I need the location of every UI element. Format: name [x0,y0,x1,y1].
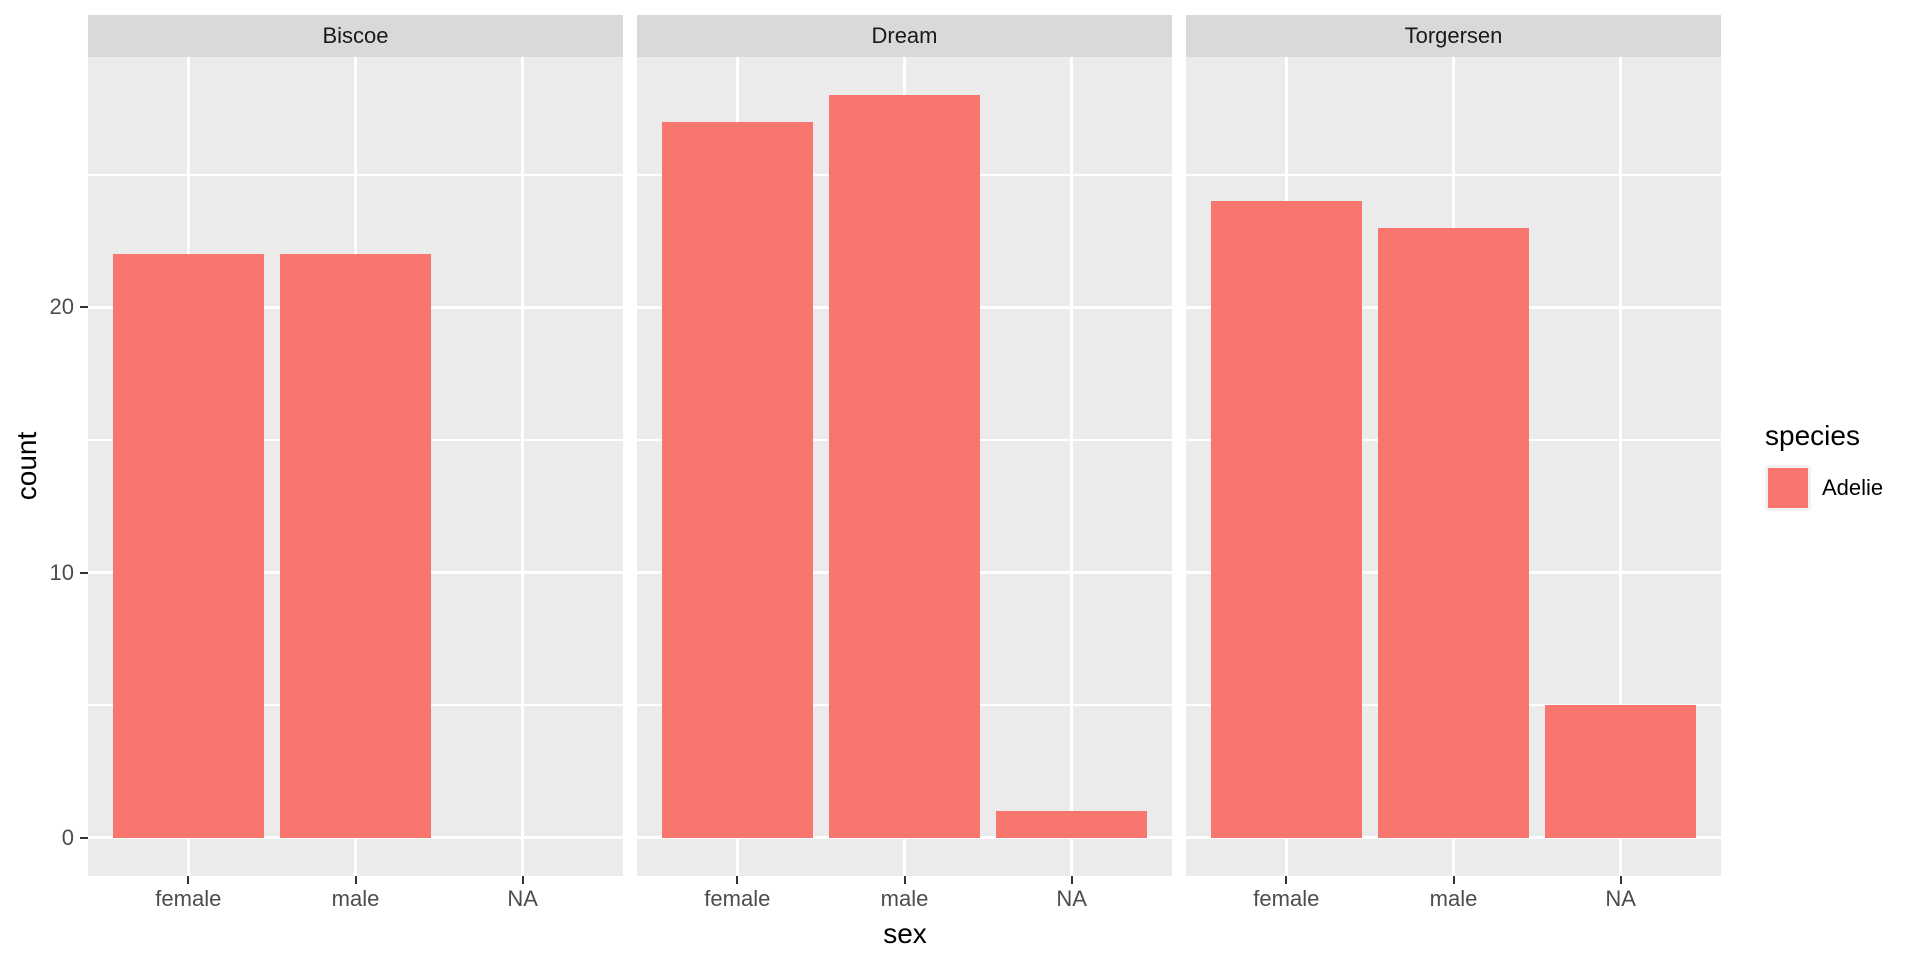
y-tick-label: 0 [61,824,74,850]
x-tick-label: male [880,886,929,911]
gridline-major-vertical [1070,57,1074,876]
legend-label: Adelie [1822,475,1884,500]
x-tick-mark [736,876,739,884]
bar [1545,705,1696,838]
x-tick-label: male [331,886,380,911]
facet-strip-label: Biscoe [322,23,389,48]
x-tick-mark [1619,876,1622,884]
x-tick-label: NA [1056,886,1087,911]
facet-strip-label: Dream [871,23,938,48]
y-tick-mark [80,836,88,839]
y-tick-mark [80,571,88,574]
gridline-major-vertical [1619,57,1623,876]
legend-title: species [1765,420,1860,451]
x-tick-mark [1452,876,1455,884]
facet-panel [1186,57,1721,876]
bar [829,95,980,838]
y-tick-label: 10 [49,559,74,585]
x-tick-mark [1070,876,1073,884]
x-tick-label: NA [507,886,538,911]
bar [113,254,264,838]
bar [1378,227,1529,838]
y-axis-title: count [11,431,42,501]
x-axis-title: sex [883,918,927,949]
x-tick-label: male [1429,886,1478,911]
x-tick-mark [354,876,357,884]
x-tick-mark [903,876,906,884]
legend-key [1765,465,1811,511]
facet-strip: Dream [637,15,1172,57]
x-tick-label: female [1253,886,1320,911]
facet-strip-label: Torgersen [1404,23,1503,48]
x-tick-mark [187,876,190,884]
x-tick-mark [521,876,524,884]
gridline-major-vertical [521,57,525,876]
y-tick-mark [80,306,88,309]
bar [280,254,431,838]
facet-panel [637,57,1172,876]
y-tick-label: 20 [49,294,74,320]
bar [1211,201,1362,838]
x-tick-mark [1285,876,1288,884]
bar [662,121,813,838]
bar [996,811,1147,838]
facet-panel [88,57,623,876]
facet-strip: Biscoe [88,15,623,57]
x-tick-label: NA [1605,886,1636,911]
facet-strip: Torgersen [1186,15,1721,57]
legend-swatch [1768,468,1808,508]
x-tick-label: female [155,886,222,911]
x-tick-label: female [704,886,771,911]
